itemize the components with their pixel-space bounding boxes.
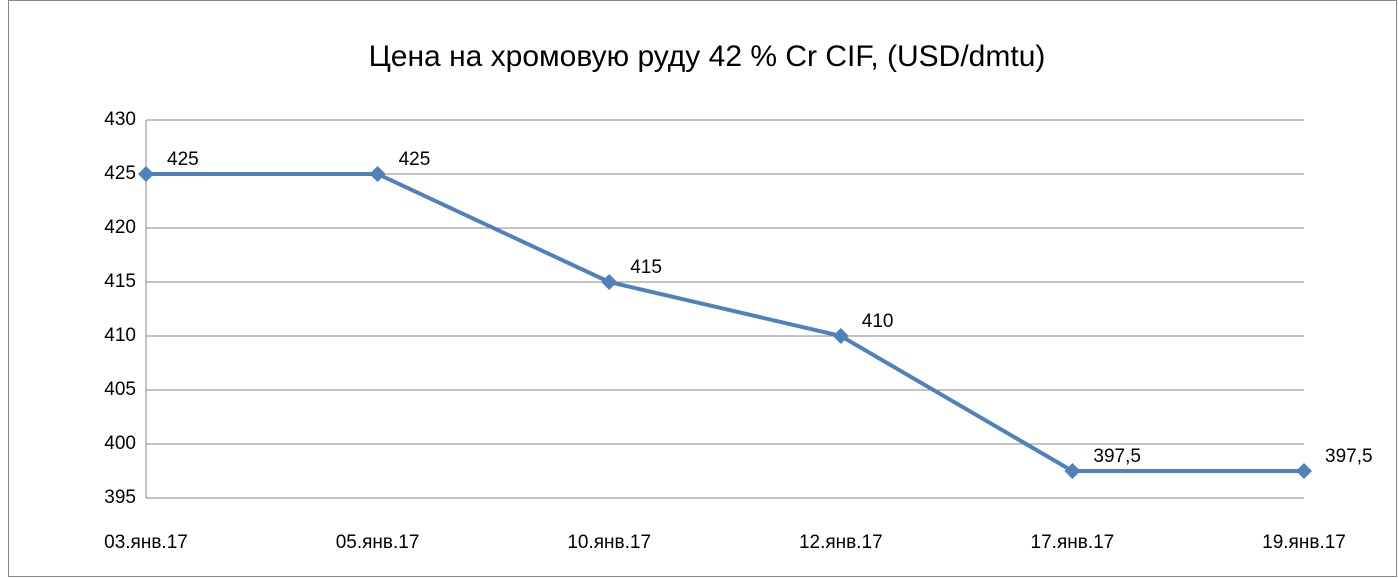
y-tick-label: 415 (104, 271, 136, 292)
x-tick-label: 10.янв.17 (567, 532, 651, 553)
y-tick-label: 400 (104, 433, 136, 454)
marker (832, 328, 849, 344)
data-label: 425 (399, 149, 431, 170)
data-label: 410 (862, 311, 894, 332)
y-tick-label: 395 (104, 487, 136, 508)
data-label: 397,5 (1093, 446, 1141, 467)
chart-title: Цена на хромовую руду 42 % Cr CIF, (USD/… (369, 40, 1046, 73)
data-label: 425 (167, 149, 199, 170)
chart-border (8, 0, 1397, 577)
y-tick-label: 425 (104, 163, 136, 184)
y-tick-label: 410 (104, 325, 136, 346)
x-tick-label: 12.янв.17 (799, 532, 883, 553)
x-tick-label: 17.янв.17 (1031, 532, 1115, 553)
line (146, 172, 1304, 473)
marker (1064, 463, 1081, 479)
marker (369, 166, 386, 182)
x-tick-label: 05.янв.17 (336, 532, 420, 553)
x-tick-label: 19.янв.17 (1262, 532, 1346, 553)
marker (1296, 463, 1312, 479)
data-label: 397,5 (1325, 446, 1373, 467)
y-tick-label: 430 (104, 109, 136, 130)
x-tick-label: 03.янв.17 (104, 532, 188, 553)
data-label: 415 (630, 257, 662, 278)
marker (601, 274, 618, 290)
y-tick-label: 405 (104, 379, 136, 400)
y-tick-label: 420 (104, 217, 136, 238)
marker (138, 166, 154, 182)
